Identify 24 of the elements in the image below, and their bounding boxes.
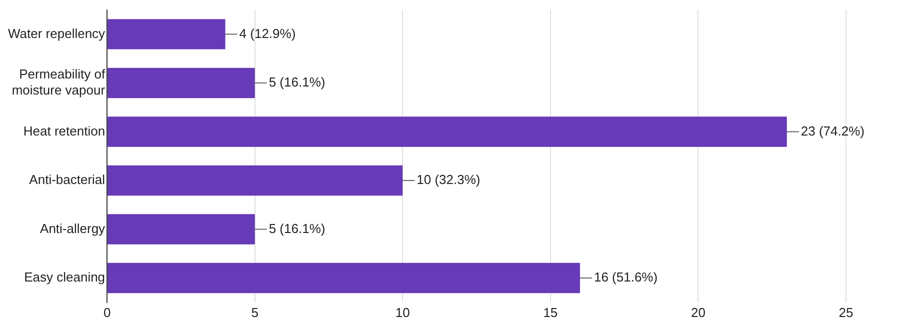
x-tick-label: 5 [251,304,258,320]
bar [108,19,226,50]
x-tick-label: 25 [838,304,854,320]
x-tick-label: 15 [543,304,558,320]
y-tick-label: Heat retention [23,123,106,138]
y-tick-label: Easy cleaning [24,270,106,285]
data-label: 16 (51.6%) [594,270,658,285]
x-tick-label: 10 [395,304,410,320]
data-label: 5 (16.1%) [268,74,326,90]
data-label: 10 (32.3%) [416,172,480,188]
y-tick-label: Water repellency [8,26,106,41]
y-tick-label: Anti-allergy [40,220,106,236]
bar [108,262,580,294]
data-label: 23 (74.2%) [800,123,864,138]
x-tick-label: 0 [103,304,111,320]
data-label: 4 (12.9%) [239,26,296,41]
bar [108,214,255,244]
data-label: 5 (16.1%) [268,220,326,236]
bar [108,116,787,147]
y-tick-label: Anti-bacterial [29,172,106,188]
bar [108,68,255,98]
bar [108,165,403,196]
y-tick-label: Permeability of moisture vapour [12,66,106,98]
x-tick-label: 20 [690,304,706,320]
